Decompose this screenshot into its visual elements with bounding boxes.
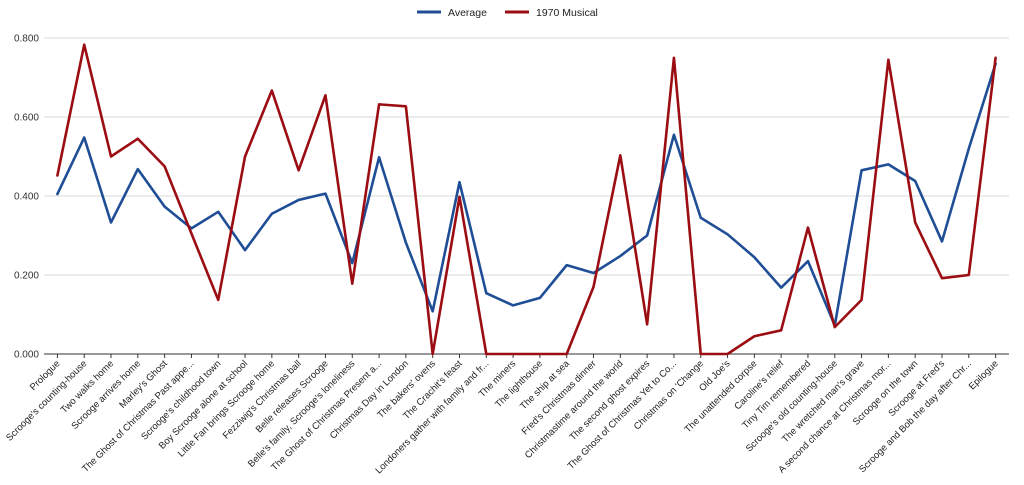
x-tick-label: Epilogue: [967, 358, 1001, 392]
y-tick-label: 0.600: [14, 113, 39, 124]
series-line-average: [56, 62, 997, 327]
y-axis-ticks: 0.000 0.200 0.400 0.600 0.800: [14, 34, 39, 361]
y-tick-label: 0.400: [14, 192, 39, 203]
legend-label-average: Average: [448, 7, 487, 19]
legend-label-1970-musical: 1970 Musical: [536, 7, 598, 19]
chart-legend: Average 1970 Musical: [417, 7, 598, 19]
y-tick-label: 0.200: [14, 271, 39, 282]
series-line-1970-musical: [56, 43, 997, 356]
series-lines: [56, 43, 997, 356]
y-tick-label: 0.000: [14, 350, 39, 361]
grid-lines: [44, 37, 1009, 355]
y-tick-label: 0.800: [14, 34, 39, 45]
